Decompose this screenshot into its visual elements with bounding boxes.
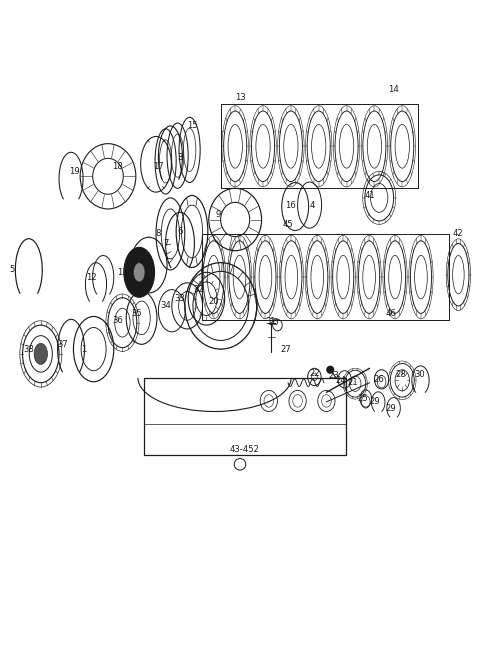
Text: 24: 24 (336, 376, 346, 384)
Text: 29: 29 (369, 398, 380, 406)
Text: 9: 9 (216, 210, 221, 219)
Text: 37: 37 (57, 340, 68, 349)
Text: 30: 30 (415, 370, 425, 379)
Circle shape (327, 366, 334, 373)
Ellipse shape (124, 248, 155, 297)
Text: 43-452: 43-452 (230, 445, 260, 455)
Ellipse shape (34, 343, 48, 364)
Text: 27: 27 (280, 345, 291, 354)
Text: 11: 11 (117, 268, 128, 277)
Text: 8: 8 (156, 229, 161, 238)
Text: 17: 17 (153, 162, 164, 171)
Text: 18: 18 (112, 162, 123, 171)
Text: 16: 16 (285, 200, 296, 210)
Text: 15: 15 (187, 121, 197, 130)
Text: 10: 10 (124, 258, 135, 267)
Text: 33: 33 (175, 294, 185, 303)
Text: 19: 19 (69, 167, 80, 176)
Text: 46: 46 (386, 309, 396, 318)
Text: 25: 25 (357, 394, 368, 403)
Text: 41: 41 (364, 191, 375, 200)
Text: 38: 38 (24, 345, 34, 354)
Text: 31: 31 (266, 317, 276, 326)
Text: 14: 14 (388, 85, 399, 94)
Text: 23: 23 (328, 371, 339, 380)
Text: 45: 45 (283, 220, 293, 229)
Text: 25: 25 (268, 318, 279, 328)
Text: 6: 6 (177, 227, 183, 236)
Text: 20: 20 (208, 297, 219, 306)
Text: 36: 36 (112, 316, 123, 325)
Text: 32: 32 (194, 285, 204, 293)
Bar (144, 378, 346, 455)
Text: 22: 22 (309, 369, 320, 377)
Ellipse shape (133, 263, 145, 282)
Text: 34: 34 (160, 301, 171, 310)
Text: 42: 42 (453, 229, 464, 238)
Text: 4: 4 (309, 200, 315, 210)
Text: 3: 3 (177, 153, 183, 162)
Text: 7: 7 (163, 239, 168, 248)
Text: 28: 28 (396, 370, 406, 379)
Text: 1: 1 (81, 345, 87, 354)
Text: 12: 12 (86, 272, 96, 282)
Text: 29: 29 (386, 403, 396, 413)
Text: 5: 5 (9, 265, 15, 274)
Text: 13: 13 (235, 92, 245, 102)
Text: 21: 21 (348, 378, 358, 387)
Text: 35: 35 (132, 309, 142, 318)
Text: 26: 26 (374, 375, 384, 384)
